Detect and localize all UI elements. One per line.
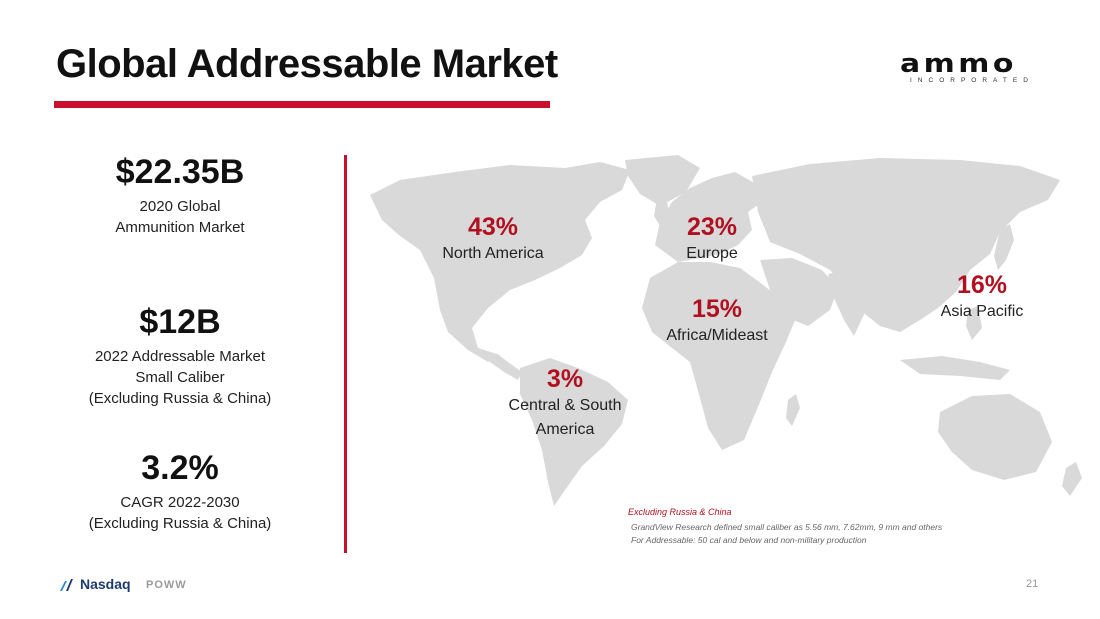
nasdaq-icon xyxy=(60,579,73,591)
map-greenland xyxy=(625,155,700,206)
logo-subtitle: INCORPORATED xyxy=(910,77,1034,84)
notes-line: For Addressable: 50 cal and below and no… xyxy=(631,535,867,545)
region-percent: 16% xyxy=(956,271,1008,299)
map-europe xyxy=(655,172,762,262)
stat-description: CAGR 2022-2030 (Excluding Russia & China… xyxy=(60,492,300,534)
map-india xyxy=(828,268,876,336)
region-asia-pacific: 16% Asia Pacific xyxy=(922,270,1042,324)
region-percent: 15% xyxy=(691,295,743,323)
map-new-zealand xyxy=(1062,462,1082,496)
map-indonesia xyxy=(900,356,1010,380)
stat-line: 2020 Global xyxy=(139,198,221,215)
stat-description: 2020 Global Ammunition Market xyxy=(60,196,300,238)
stat-line: Small Caliber xyxy=(135,369,225,386)
stat-line: (Excluding Russia & China) xyxy=(88,515,272,532)
title-underline xyxy=(54,101,550,108)
map-south-america xyxy=(520,358,628,506)
stat-global-market: $22.35B 2020 Global Ammunition Market xyxy=(60,152,300,238)
company-logo: ammo INCORPORATED xyxy=(900,49,1035,86)
region-name-line: Central & South xyxy=(508,397,622,414)
region-percent: 23% xyxy=(686,213,738,241)
notes-line: GrandView Research defined small caliber… xyxy=(631,522,943,532)
region-name: Europe xyxy=(686,245,738,262)
region-name: Asia Pacific xyxy=(940,303,1024,320)
stat-line: 2022 Addressable Market xyxy=(94,348,266,365)
notes-title: Excluding Russia & China xyxy=(628,507,732,517)
world-map xyxy=(370,155,1082,506)
stat-line: Ammunition Market xyxy=(115,219,245,236)
map-africa xyxy=(642,262,796,450)
region-name: North America xyxy=(442,245,544,262)
map-philippines xyxy=(966,306,982,340)
map-australia xyxy=(938,394,1052,480)
page-number: 21 xyxy=(1026,578,1039,590)
stat-value: $22.35B xyxy=(115,153,245,191)
region-percent: 43% xyxy=(467,213,519,241)
ticker-symbol: POWW xyxy=(146,579,187,591)
map-japan xyxy=(994,224,1014,270)
region-africa-mideast: 15% Africa/Mideast xyxy=(642,294,792,348)
stat-value: 3.2% xyxy=(141,449,219,487)
stat-line: CAGR 2022-2030 xyxy=(120,494,240,511)
region-north-america: 43% North America xyxy=(418,212,568,266)
map-madagascar xyxy=(786,394,800,426)
region-central-south-america: 3% Central & South America xyxy=(490,364,640,442)
stat-addressable-market: $12B 2022 Addressable Market Small Calib… xyxy=(60,302,300,409)
stat-description: 2022 Addressable Market Small Caliber (E… xyxy=(60,346,300,409)
map-asia xyxy=(752,158,1060,332)
page-title: Global Addressable Market xyxy=(56,42,558,86)
map-uk xyxy=(654,198,670,226)
map-middle-east xyxy=(760,258,838,326)
nasdaq-label: Nasdaq xyxy=(80,576,131,592)
region-europe: 23% Europe xyxy=(652,212,772,266)
logo-wordmark: ammo xyxy=(900,49,1017,79)
region-name-line: America xyxy=(535,421,595,438)
region-name: Africa/Mideast xyxy=(666,327,768,344)
map-north-america xyxy=(370,162,630,362)
stat-cagr: 3.2% CAGR 2022-2030 (Excluding Russia & … xyxy=(60,448,300,534)
region-percent: 3% xyxy=(546,365,584,393)
stat-value: $12B xyxy=(139,303,221,341)
vertical-divider xyxy=(344,155,347,553)
stat-line: (Excluding Russia & China) xyxy=(88,390,272,407)
map-central-america xyxy=(478,348,522,380)
